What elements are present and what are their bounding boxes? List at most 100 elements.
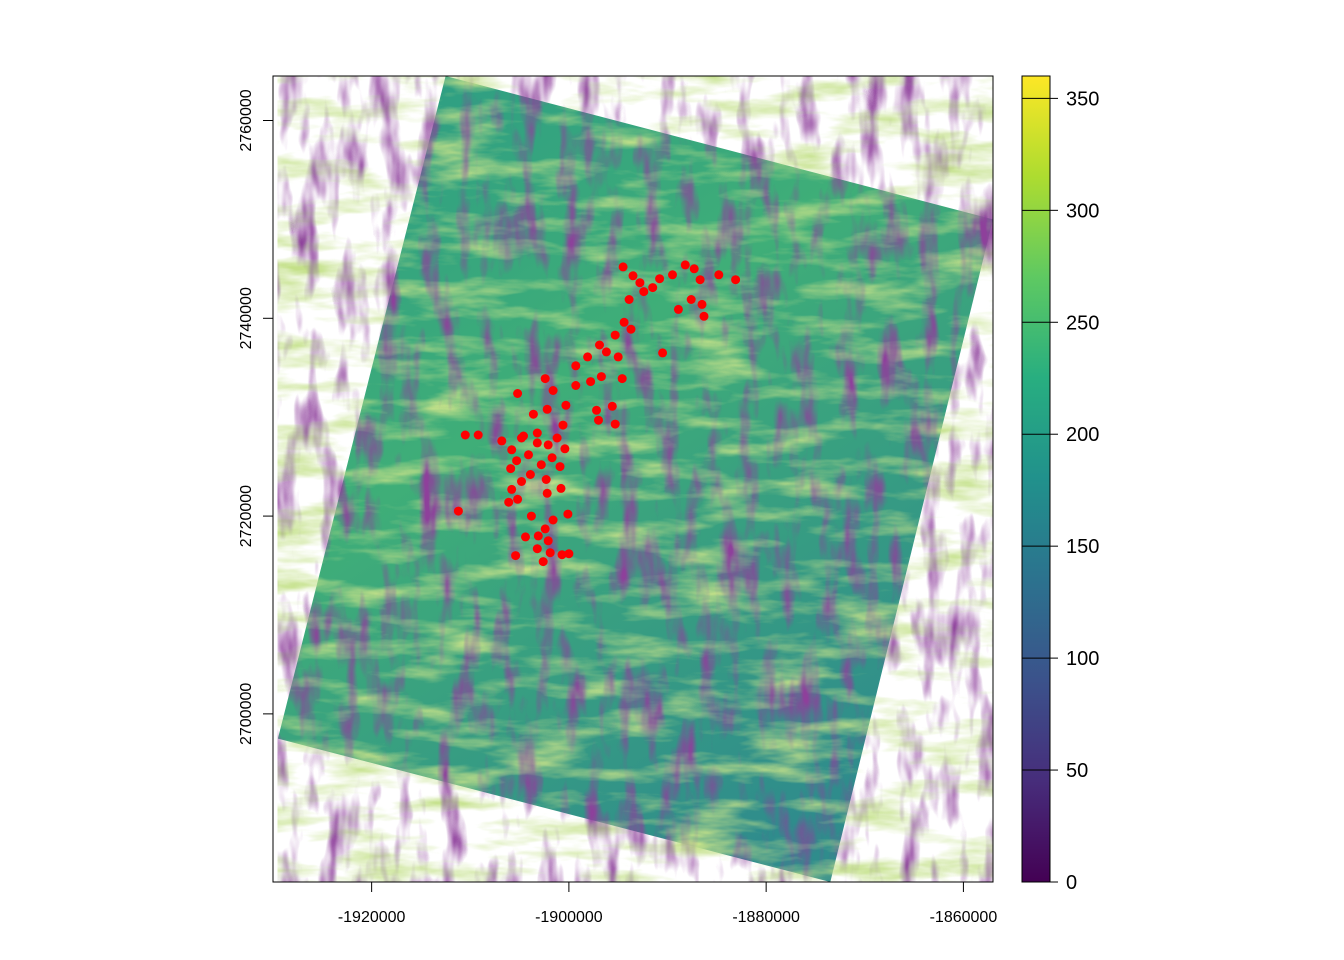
sample-point bbox=[542, 404, 552, 414]
sample-point bbox=[695, 275, 705, 285]
y-tick-label: 2720000 bbox=[238, 485, 255, 547]
colorbar-tick-label: 300 bbox=[1066, 200, 1099, 222]
sample-point bbox=[540, 374, 550, 384]
x-tick-label: -1860000 bbox=[930, 909, 998, 926]
sample-point bbox=[686, 295, 696, 304]
raster-texture bbox=[277, 76, 993, 882]
sample-point bbox=[626, 324, 636, 334]
sample-point bbox=[613, 352, 623, 362]
sample-point bbox=[689, 264, 699, 274]
sample-point bbox=[624, 295, 634, 304]
y-tick-label: 2740000 bbox=[238, 287, 255, 349]
sample-point bbox=[555, 462, 565, 472]
sample-point bbox=[697, 299, 707, 309]
colorbar-fill bbox=[1022, 76, 1050, 882]
sample-point bbox=[552, 433, 562, 443]
x-axis: -1920000 -1900000 -1880000 -1860000 bbox=[338, 882, 997, 926]
colorbar-ticks: 0 50 100 150 200 250 300 350 bbox=[1022, 88, 1099, 894]
sample-point bbox=[473, 430, 483, 440]
aspect-raster bbox=[277, 76, 993, 882]
sample-point bbox=[532, 544, 542, 554]
sample-point bbox=[595, 340, 604, 350]
sample-point bbox=[517, 477, 526, 486]
sample-point bbox=[506, 464, 516, 474]
sample-point bbox=[504, 497, 514, 507]
sample-point bbox=[648, 283, 658, 293]
sample-point bbox=[545, 548, 555, 558]
y-axis: 2700000 2720000 2740000 2760000 bbox=[238, 89, 273, 745]
sample-point bbox=[560, 444, 570, 454]
sample-point bbox=[592, 405, 601, 415]
x-tick-label: -1920000 bbox=[338, 909, 406, 926]
x-tick-label: -1880000 bbox=[732, 909, 800, 926]
sample-point bbox=[513, 494, 523, 504]
sample-point bbox=[655, 274, 665, 284]
sample-point bbox=[538, 557, 548, 567]
sample-point bbox=[533, 531, 543, 541]
sample-point bbox=[528, 409, 538, 419]
colorbar-tick-label: 100 bbox=[1066, 648, 1099, 670]
y-tick-label: 2700000 bbox=[238, 683, 255, 745]
sample-points bbox=[453, 260, 741, 567]
sample-point bbox=[680, 260, 690, 270]
sample-point bbox=[610, 330, 620, 340]
sample-point bbox=[543, 440, 553, 450]
sample-point bbox=[668, 270, 677, 280]
colorbar-tick-label: 350 bbox=[1066, 88, 1099, 110]
sample-point bbox=[607, 401, 617, 411]
sample-point bbox=[673, 304, 683, 314]
y-tick-label: 2760000 bbox=[238, 89, 255, 151]
sample-point bbox=[596, 372, 606, 382]
sample-point bbox=[586, 377, 596, 387]
sample-point bbox=[564, 549, 574, 559]
sample-point bbox=[639, 287, 649, 297]
colorbar-tick-label: 250 bbox=[1066, 312, 1099, 334]
sample-point bbox=[563, 509, 573, 519]
sample-point bbox=[513, 389, 523, 398]
sample-point bbox=[571, 381, 581, 390]
sample-point bbox=[524, 450, 533, 460]
colorbar-tick-label: 50 bbox=[1066, 760, 1088, 782]
sample-point bbox=[548, 515, 558, 525]
sample-point bbox=[541, 475, 551, 484]
sample-point bbox=[561, 400, 571, 410]
sample-point bbox=[542, 488, 552, 498]
sample-point bbox=[519, 431, 528, 441]
sample-point bbox=[601, 347, 611, 357]
sample-point bbox=[556, 483, 566, 493]
x-tick-label: -1900000 bbox=[535, 909, 603, 926]
sample-point bbox=[557, 550, 567, 560]
sample-point bbox=[460, 430, 470, 440]
sample-point bbox=[619, 317, 629, 327]
sample-point bbox=[497, 436, 507, 446]
sample-point bbox=[658, 348, 668, 358]
sample-point bbox=[548, 386, 558, 395]
colorbar-frame bbox=[1021, 75, 1051, 883]
sample-point bbox=[635, 278, 645, 288]
sample-point bbox=[532, 438, 542, 448]
sample-point bbox=[536, 460, 546, 470]
sample-point bbox=[453, 506, 463, 516]
sample-point bbox=[526, 511, 536, 521]
sample-point bbox=[699, 311, 709, 321]
plot-frame bbox=[272, 75, 994, 883]
sample-point bbox=[714, 270, 724, 280]
sample-point bbox=[532, 428, 542, 438]
sample-point bbox=[583, 352, 593, 362]
sample-point bbox=[558, 420, 568, 430]
sample-point bbox=[511, 551, 521, 561]
sample-point bbox=[521, 532, 530, 542]
sample-point bbox=[618, 262, 628, 272]
colorbar-tick-label: 200 bbox=[1066, 424, 1099, 446]
sample-point bbox=[507, 484, 517, 494]
sample-point bbox=[594, 415, 603, 425]
sample-point bbox=[628, 271, 638, 281]
colorbar: 0 50 100 150 200 250 300 350 bbox=[1021, 75, 1099, 894]
sample-point bbox=[617, 374, 627, 384]
sample-point bbox=[571, 361, 581, 371]
sample-point bbox=[731, 275, 741, 285]
sample-point bbox=[547, 453, 557, 463]
sample-point bbox=[610, 419, 620, 429]
sample-point bbox=[543, 536, 553, 546]
